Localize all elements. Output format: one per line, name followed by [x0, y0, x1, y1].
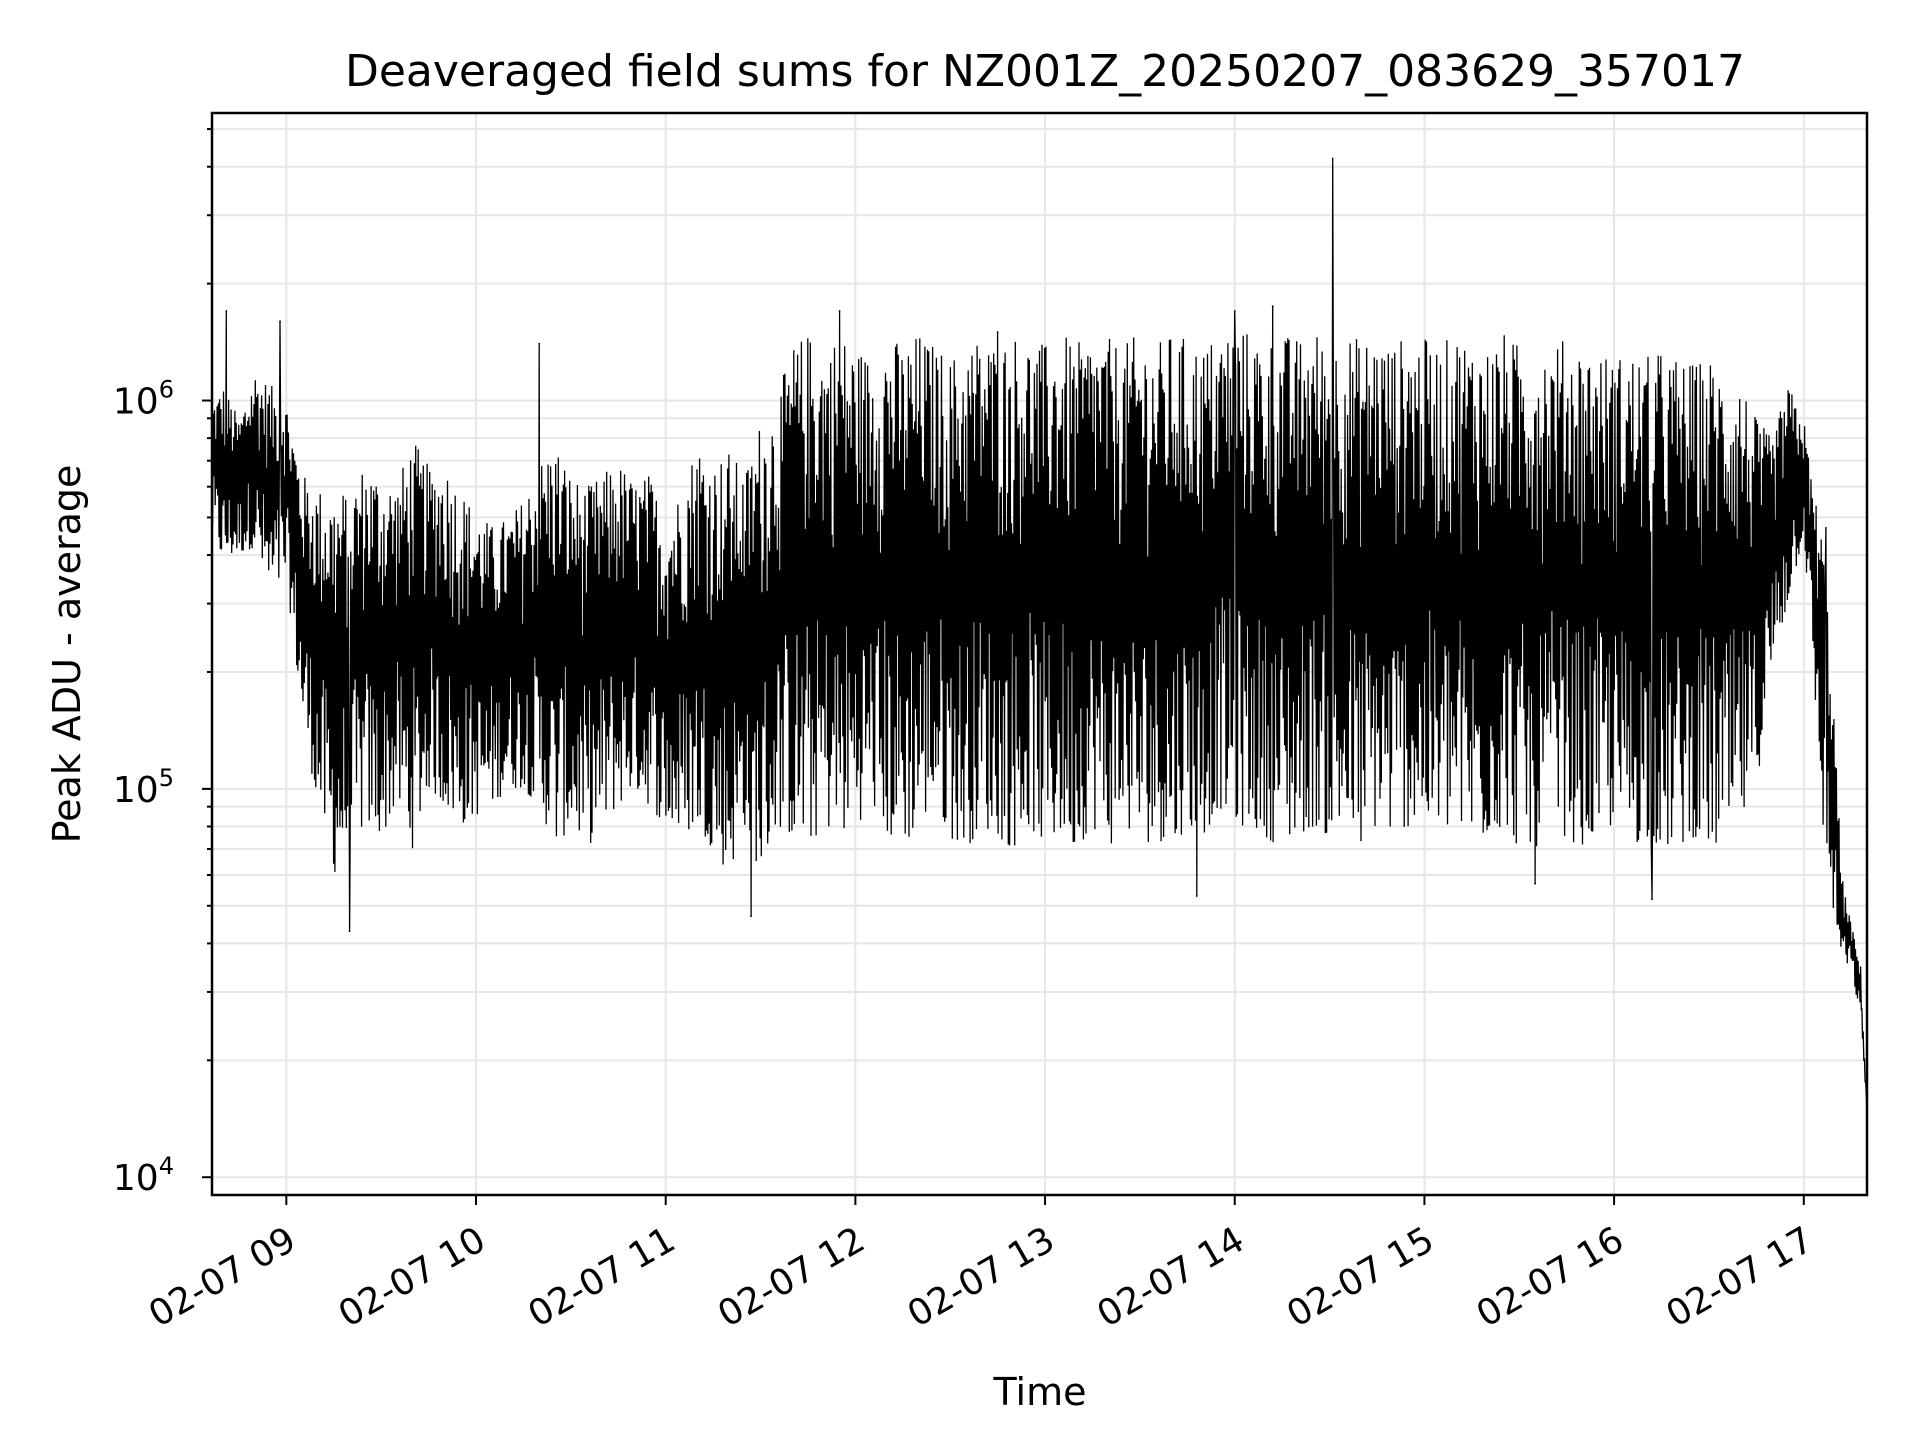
series-group: [211, 157, 1868, 1109]
data-point-spike: [538, 342, 541, 345]
y-axis: 104 105 106: [113, 128, 212, 1199]
data-point-spike: [1195, 895, 1198, 897]
data-point-spike: [750, 915, 752, 918]
data-point-spike: [1331, 157, 1334, 160]
data-point-spike: [225, 310, 228, 312]
data-point-spike: [1825, 526, 1827, 529]
data-point-spike: [996, 331, 999, 334]
y-axis-label: Peak ADU - average: [45, 465, 89, 844]
x-axis-label: Time: [993, 1370, 1087, 1414]
chart-title: Deaveraged field sums for NZ001Z_2025020…: [345, 46, 1745, 97]
data-point-spike: [1233, 310, 1236, 312]
data-point-spike: [1534, 882, 1536, 885]
plot-frame: [210, 111, 1869, 1197]
data-point-spike: [348, 930, 351, 933]
data-point-spike: [279, 320, 281, 323]
data-point-spike: [1271, 305, 1274, 308]
data-point-spike: [838, 310, 841, 312]
y-tick-label: 105: [113, 764, 174, 811]
y-tick-label: 104: [113, 1152, 174, 1199]
series-line: [211, 158, 1868, 1109]
data-point-spike: [1651, 898, 1653, 901]
y-tick-label: 106: [113, 376, 174, 423]
